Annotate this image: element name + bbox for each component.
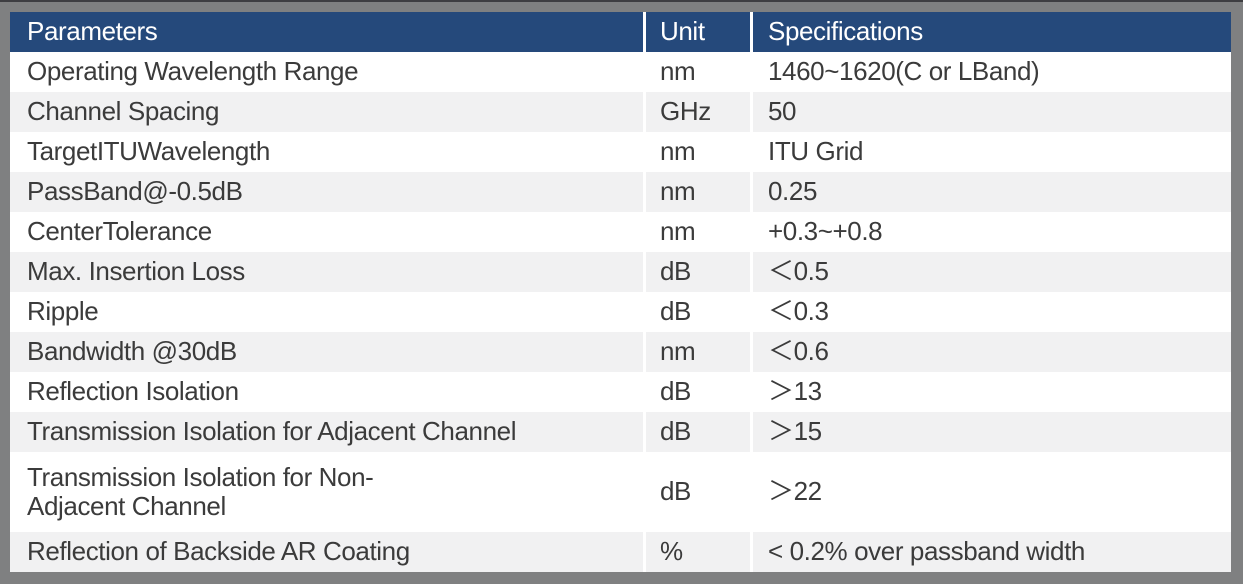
parameter-cell: Channel Spacing — [27, 96, 220, 127]
table-row: Transmission Isolation for Adjacent Chan… — [10, 412, 1231, 452]
parameter-cell: Reflection of Backside AR Coating — [27, 536, 410, 567]
specification-cell: ＞13 — [750, 372, 1231, 412]
specification-cell: ITU Grid — [750, 132, 1231, 172]
specification-cell: 50 — [750, 92, 1231, 132]
table-row: Transmission Isolation for Non- Adjacent… — [10, 452, 1231, 532]
unit-cell: dB — [643, 292, 750, 332]
unit-cell: dB — [643, 412, 750, 452]
table-header-row: Parameters Unit Specifications — [10, 12, 1231, 52]
specification-cell: +0.3~+0.8 — [750, 212, 1231, 252]
parameter-cell: TargetITUWavelength — [27, 136, 270, 167]
specification-cell: 1460~1620(C or LBand) — [750, 52, 1231, 92]
header-cell-parameters: Parameters — [27, 16, 158, 47]
parameter-cell: Bandwidth @30dB — [27, 336, 237, 367]
specification-cell: < 0.2% over passband width — [750, 532, 1231, 572]
unit-cell: nm — [643, 332, 750, 372]
unit-cell: GHz — [643, 92, 750, 132]
parameter-cell: PassBand@-0.5dB — [27, 176, 243, 207]
unit-cell: nm — [643, 212, 750, 252]
parameter-cell: Ripple — [27, 296, 99, 327]
parameter-cell: Operating Wavelength Range — [27, 56, 359, 87]
parameter-cell: Transmission Isolation for Non- Adjacent… — [27, 461, 374, 521]
table-row: CenterTolerance nm +0.3~+0.8 — [10, 212, 1231, 252]
spec-table: Parameters Unit Specifications Operating… — [10, 12, 1231, 572]
table-row: Bandwidth @30dB nm ＜0.6 — [10, 332, 1231, 372]
unit-cell: dB — [643, 252, 750, 292]
specification-cell: ＜0.5 — [750, 252, 1231, 292]
table-row: Channel Spacing GHz 50 — [10, 92, 1231, 132]
table-body: Operating Wavelength Range nm 1460~1620(… — [10, 52, 1231, 572]
specification-cell: ＞22 — [750, 452, 1231, 532]
parameter-cell: CenterTolerance — [27, 216, 212, 247]
unit-cell: dB — [643, 372, 750, 412]
specification-cell: ＜0.3 — [750, 292, 1231, 332]
parameter-cell: Transmission Isolation for Adjacent Chan… — [27, 416, 517, 447]
parameter-cell: Max. Insertion Loss — [27, 256, 245, 287]
unit-cell: nm — [643, 52, 750, 92]
unit-cell: % — [643, 532, 750, 572]
table-row: Reflection of Backside AR Coating % < 0.… — [10, 532, 1231, 572]
table-row: Ripple dB ＜0.3 — [10, 292, 1231, 332]
table-row: Reflection Isolation dB ＞13 — [10, 372, 1231, 412]
unit-cell: nm — [643, 132, 750, 172]
table-row: Operating Wavelength Range nm 1460~1620(… — [10, 52, 1231, 92]
specification-cell: 0.25 — [750, 172, 1231, 212]
specification-cell: ＞15 — [750, 412, 1231, 452]
unit-cell: nm — [643, 172, 750, 212]
unit-cell: dB — [643, 452, 750, 532]
header-cell-unit: Unit — [643, 12, 750, 52]
table-row: PassBand@-0.5dB nm 0.25 — [10, 172, 1231, 212]
table-row: Max. Insertion Loss dB ＜0.5 — [10, 252, 1231, 292]
header-cell-specifications: Specifications — [750, 12, 1231, 52]
table-row: TargetITUWavelength nm ITU Grid — [10, 132, 1231, 172]
specification-cell: ＜0.6 — [750, 332, 1231, 372]
parameter-cell: Reflection Isolation — [27, 376, 239, 407]
